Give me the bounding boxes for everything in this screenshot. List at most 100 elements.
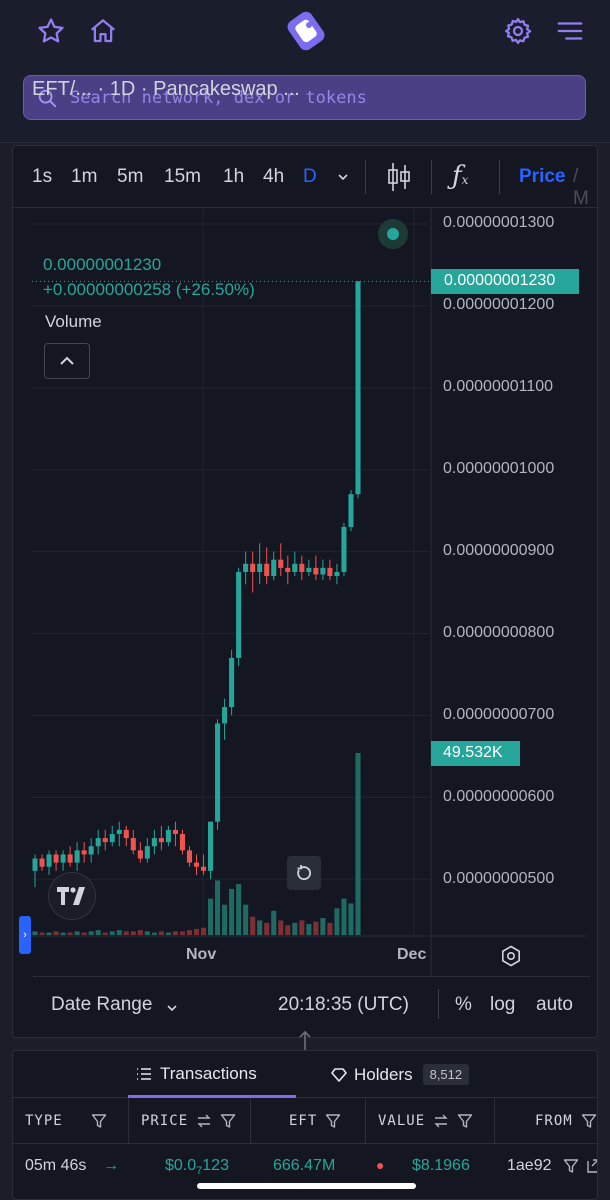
- timeframe-1m[interactable]: 1m: [71, 166, 98, 187]
- price-tab[interactable]: Price: [519, 166, 566, 187]
- tabs-row: Transactions Holders 8,512: [13, 1051, 597, 1098]
- column-price-label: PRICE: [141, 1113, 189, 1129]
- reset-chart-button[interactable]: [287, 856, 321, 890]
- home-indicator: [197, 1183, 416, 1189]
- tab-transactions[interactable]: Transactions: [136, 1064, 257, 1084]
- y-tick-label: 0.00000001000: [443, 460, 555, 477]
- search-icon: [38, 89, 57, 107]
- x-tick-dec: Dec: [397, 946, 427, 963]
- chevron-down-icon[interactable]: [166, 998, 178, 1020]
- tx-from[interactable]: 1ae92: [507, 1157, 552, 1174]
- auto-toggle[interactable]: auto: [536, 994, 573, 1015]
- holders-count-badge: 8,512: [422, 1064, 470, 1085]
- swap-icon[interactable]: [196, 1113, 212, 1129]
- y-tick-label: 0.00000000900: [443, 542, 555, 559]
- date-range-button[interactable]: Date Range: [51, 994, 153, 1015]
- y-tick-label: 0.00000001200: [443, 296, 555, 313]
- legend-change: +0.00000000258 (+26.50%): [43, 280, 255, 299]
- star-icon[interactable]: [34, 14, 68, 48]
- legend-price: 0.00000001230: [43, 255, 162, 274]
- last-price-tag: 0.00000001230: [431, 269, 579, 294]
- divider: [438, 989, 439, 1019]
- y-tick-label: 0.00000000600: [443, 788, 555, 805]
- filter-icon[interactable]: [457, 1113, 473, 1129]
- external-link-icon[interactable]: [586, 1158, 597, 1179]
- menu-icon[interactable]: [553, 14, 587, 48]
- active-tab-underline: [128, 1095, 296, 1098]
- status-dot: [378, 219, 408, 249]
- buy-arrow-icon: →: [103, 1157, 119, 1174]
- utc-clock[interactable]: 20:18:35 (UTC): [278, 994, 409, 1015]
- gear-icon[interactable]: [501, 14, 535, 48]
- tx-amount: 666.47M: [273, 1157, 336, 1174]
- divider: [365, 160, 366, 194]
- column-value-label: VALUE: [378, 1113, 426, 1129]
- chart-bottom-bar: Date Range 20:18:35 (UTC) % log auto: [33, 976, 590, 1032]
- swap-icon[interactable]: [433, 1113, 449, 1129]
- table-header: TYPE PRICE EFT VALUE FROM: [13, 1098, 597, 1144]
- column-type[interactable]: TYPE: [13, 1098, 129, 1144]
- indicators-icon[interactable]: ƒx: [452, 161, 469, 191]
- tx-price-rest: 123: [202, 1157, 229, 1174]
- home-icon[interactable]: [86, 14, 120, 48]
- percent-toggle[interactable]: %: [455, 994, 472, 1015]
- scroll-left-handle[interactable]: ›: [19, 916, 31, 954]
- filter-icon[interactable]: [220, 1113, 236, 1129]
- tx-age: 05m 46s: [25, 1157, 87, 1174]
- y-tick-label: 0.00000000700: [443, 706, 555, 723]
- filter-icon[interactable]: [563, 1158, 579, 1179]
- mcap-tab[interactable]: / M: [573, 166, 589, 209]
- divider: [431, 160, 432, 194]
- y-tick-label: 0.00000000500: [443, 870, 555, 887]
- column-eft-label: EFT: [289, 1113, 318, 1129]
- timeframe-D[interactable]: D: [303, 166, 317, 187]
- column-eft[interactable]: EFT: [251, 1098, 366, 1144]
- timeframe-15m[interactable]: 15m: [164, 166, 201, 187]
- candles-icon[interactable]: [386, 161, 412, 199]
- table-row[interactable]: 05m 46s → $0.07123 666.47M ● $8.1966 1ae…: [13, 1144, 597, 1188]
- tx-value: $8.1966: [412, 1157, 470, 1174]
- logo-icon[interactable]: [283, 8, 329, 54]
- volume-label: Volume: [45, 312, 102, 331]
- tradingview-icon: [57, 887, 85, 905]
- column-from-label: FROM: [535, 1113, 573, 1129]
- column-price[interactable]: PRICE: [129, 1098, 251, 1144]
- column-value[interactable]: VALUE: [366, 1098, 495, 1144]
- log-toggle[interactable]: log: [490, 994, 516, 1015]
- token-logo-icon: ●: [376, 1157, 385, 1173]
- timeframe-1s[interactable]: 1s: [32, 166, 53, 187]
- y-tick-label: 0.00000001100: [443, 378, 554, 395]
- timeframe-1h[interactable]: 1h: [223, 166, 245, 187]
- column-from[interactable]: FROM: [495, 1098, 597, 1144]
- timeframe-toolbar: 1s 1m 5m 15m 1h 4h D ƒx Price / M: [13, 146, 597, 209]
- tab-holders[interactable]: Holders 8,512: [331, 1064, 470, 1085]
- filter-icon[interactable]: [581, 1113, 597, 1129]
- search-bar[interactable]: [23, 75, 586, 120]
- search-input[interactable]: [70, 87, 550, 108]
- chevron-down-icon[interactable]: [336, 168, 350, 190]
- tab-holders-label: Holders: [354, 1064, 413, 1084]
- timeframe-5m[interactable]: 5m: [117, 166, 144, 187]
- filter-icon[interactable]: [325, 1113, 341, 1129]
- chevron-up-icon: [60, 356, 74, 365]
- chart-settings-icon[interactable]: [499, 944, 523, 968]
- chart-legend-title: EFT/... · 1D · Pancakeswap ...: [32, 78, 300, 100]
- column-type-label: TYPE: [25, 1113, 63, 1129]
- divider: [499, 160, 500, 194]
- top-bar: [0, 0, 610, 143]
- tx-price-main: $0.0: [165, 1157, 197, 1174]
- collapse-legend-button[interactable]: [44, 343, 90, 379]
- filter-icon[interactable]: [91, 1113, 107, 1129]
- x-tick-nov: Nov: [186, 946, 217, 963]
- last-volume-tag: 49.532K: [431, 741, 520, 766]
- tx-price: $0.07123: [165, 1157, 229, 1177]
- y-tick-label: 0.00000001300: [443, 214, 555, 231]
- y-tick-label: 0.00000000800: [443, 624, 555, 641]
- list-icon: [137, 1068, 151, 1080]
- timeframe-4h[interactable]: 4h: [263, 166, 285, 187]
- reset-icon: [297, 865, 311, 880]
- tab-transactions-label: Transactions: [160, 1064, 257, 1083]
- tradingview-logo[interactable]: [48, 872, 96, 920]
- tx-price-zeros: 7: [196, 1165, 203, 1178]
- diamond-icon: [331, 1067, 347, 1082]
